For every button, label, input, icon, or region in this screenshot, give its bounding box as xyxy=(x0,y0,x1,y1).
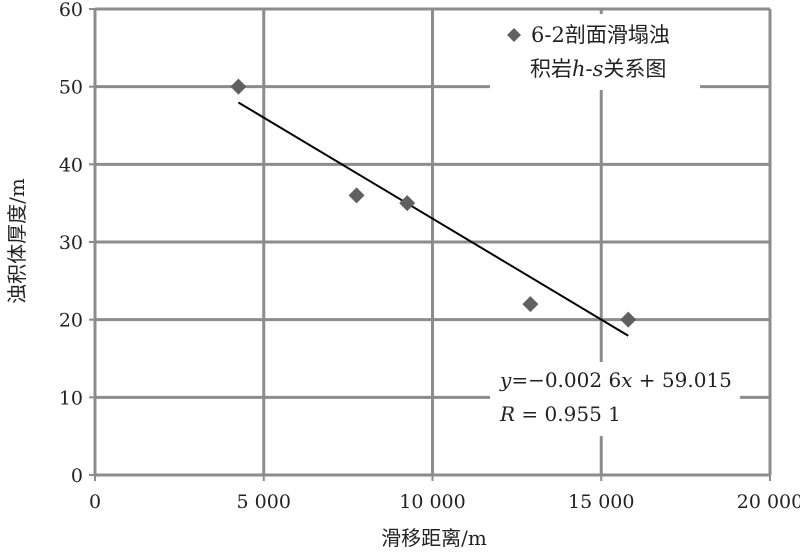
legend-box xyxy=(490,14,700,90)
x-tick-label: 5 000 xyxy=(237,491,291,513)
legend-text-line1: 6-2剖面滑塌浊 xyxy=(531,23,670,47)
data-point xyxy=(230,78,247,95)
data-point xyxy=(522,296,539,313)
y-tick-label: 40 xyxy=(59,154,83,176)
data-point xyxy=(399,195,416,212)
data-point xyxy=(348,187,365,204)
y-tick-label: 0 xyxy=(71,465,83,487)
data-points xyxy=(230,78,637,328)
x-tick-label: 15 000 xyxy=(568,491,634,513)
x-axis-title: 滑移距离/m xyxy=(381,526,487,550)
data-point xyxy=(620,311,637,328)
axes: 0 10 20 30 40 50 60 0 5 000 10 000 15 000 20 000 xyxy=(59,0,800,513)
x-tick-label: 0 xyxy=(89,491,101,513)
y-tick-label: 20 xyxy=(59,310,83,332)
legend-marker xyxy=(507,28,521,42)
y-axis-title: 浊积体厚度/m xyxy=(5,178,29,304)
y-tick-label: 60 xyxy=(59,0,83,21)
r-value: R = 0.955 1 xyxy=(499,402,621,426)
legend-text-line2: 积岩h-s关系图 xyxy=(530,57,666,81)
regression-equation: y=−0.002 6x + 59.015 xyxy=(499,368,732,392)
trendline-layer xyxy=(237,101,629,337)
y-tick-label: 50 xyxy=(59,77,83,99)
legend: 6-2剖面滑塌浊 积岩h-s关系图 xyxy=(490,14,700,90)
annotation-box xyxy=(490,362,740,436)
x-tick-label: 10 000 xyxy=(399,491,465,513)
trendline xyxy=(237,101,629,337)
y-tick-label: 30 xyxy=(59,232,83,254)
regression-annotation: y=−0.002 6x + 59.015 R = 0.955 1 xyxy=(490,362,740,436)
y-tick-label: 10 xyxy=(59,387,83,409)
x-tick-label: 20 000 xyxy=(737,491,800,513)
